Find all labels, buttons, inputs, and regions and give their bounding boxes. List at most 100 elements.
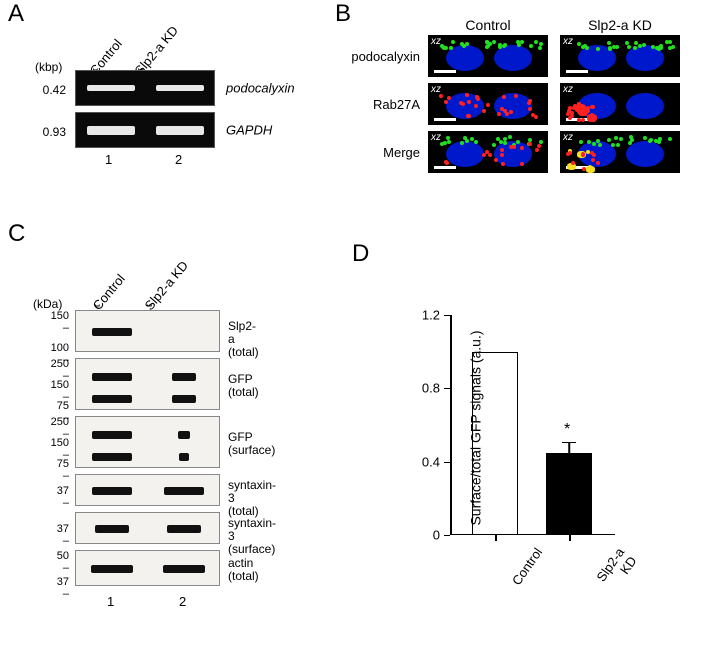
signal-dot <box>439 94 443 98</box>
gel-row-podocalyxin: 0.42 podocalyxin <box>75 70 215 106</box>
signal-dot <box>509 110 513 114</box>
gel-band <box>87 126 135 135</box>
nucleus-icon <box>626 141 664 167</box>
western-row-label: actin(total) <box>228 557 259 583</box>
y-tick-label: 0.4 <box>422 454 450 469</box>
signal-dot <box>643 136 647 140</box>
signal-dot <box>528 107 532 111</box>
western-row-label: GFP(surface) <box>228 431 275 457</box>
signal-dot <box>528 99 532 103</box>
signal-dot <box>535 148 539 152</box>
western-marker: 37 – <box>57 576 69 600</box>
signal-dot <box>538 46 542 50</box>
signal-dot <box>585 46 589 50</box>
fluo-col-control: Control <box>428 17 548 33</box>
western-row: GFP(total)250 –150 –75 – <box>75 358 220 410</box>
signal-dot <box>447 140 451 144</box>
signal-dot <box>492 143 496 147</box>
signal-dot <box>528 138 532 142</box>
signal-dot <box>539 140 543 144</box>
gel-band <box>156 126 204 135</box>
y-tick-label: 1.2 <box>422 308 450 323</box>
wb-area: Slp2-a(total)150 –100 – GFP(total)250 –15… <box>75 310 220 592</box>
fluo-cell: xz <box>428 131 548 173</box>
significance-star: * <box>564 421 570 439</box>
signal-dot <box>444 46 448 50</box>
wb-unit: (kDa) <box>33 297 62 311</box>
signal-dot <box>570 111 574 115</box>
xz-label: xz <box>563 132 573 143</box>
signal-dot <box>607 138 611 142</box>
fluo-row-rab27a: Rab27A <box>340 97 420 112</box>
western-band <box>164 487 204 495</box>
western-marker: 37 – <box>57 523 69 547</box>
panel-b-fluorescence: Control Slp2-a KD podocalyxin Rab27A Mer… <box>340 5 700 205</box>
signal-dot <box>619 137 623 141</box>
signal-dot <box>503 137 507 141</box>
signal-dot <box>590 105 594 109</box>
western-row: syntaxin-3(total)37 – <box>75 474 220 506</box>
fluo-row-podocalyxin: podocalyxin <box>340 49 420 64</box>
xz-label: xz <box>431 132 441 143</box>
signal-dot <box>671 45 675 49</box>
nucleus-icon <box>446 141 484 167</box>
signal-dot <box>482 153 486 157</box>
western-marker: 37 – <box>57 485 69 509</box>
fluo-cell: xz <box>560 131 680 173</box>
signal-dot <box>668 137 672 141</box>
signal-dot <box>500 153 504 157</box>
signal-dot <box>451 40 455 44</box>
western-band <box>178 431 190 439</box>
y-axis <box>450 315 452 535</box>
western-row-label: GFP(total) <box>228 373 259 399</box>
signal-dot <box>460 141 464 145</box>
signal-dot <box>488 153 492 157</box>
xz-label: xz <box>563 36 573 47</box>
signal-dot <box>616 143 620 147</box>
signal-dot <box>590 151 594 155</box>
fluo-col-slp2akd: Slp2-a KD <box>560 17 680 33</box>
scale-bar-icon <box>434 118 456 121</box>
xz-label: xz <box>563 84 573 95</box>
signal-dot <box>486 103 490 107</box>
signal-dot <box>444 160 448 164</box>
signal-dot <box>497 112 501 116</box>
western-marker: 150 – <box>51 310 69 334</box>
signal-dot <box>494 158 498 162</box>
signal-dot <box>580 109 584 113</box>
gel-unit: (kbp) <box>35 60 62 74</box>
error-cap <box>562 442 576 444</box>
signal-dot <box>615 45 619 49</box>
signal-dot <box>607 41 611 45</box>
gel-band <box>156 85 204 91</box>
western-band <box>92 431 132 439</box>
signal-dot <box>567 109 571 113</box>
y-tick-label: 0.8 <box>422 381 450 396</box>
western-band <box>92 328 132 336</box>
western-band <box>167 525 201 533</box>
signal-dot <box>474 140 478 144</box>
signal-dot <box>590 113 594 117</box>
lane-number: 1 <box>105 152 112 167</box>
western-row: Slp2-a(total)150 –100 – <box>75 310 220 352</box>
western-row-label: syntaxin-3(total) <box>228 479 276 519</box>
signal-dot <box>482 109 486 113</box>
western-row: syntaxin-3(surface)37 – <box>75 512 220 544</box>
signal-dot <box>579 140 583 144</box>
x-tick-label: Slp2-a KD <box>586 545 639 603</box>
lane-number: 1 <box>107 594 114 609</box>
western-row: GFP(surface)250 –150 –75 – <box>75 416 220 468</box>
signal-dot <box>447 96 451 100</box>
signal-dot <box>508 135 512 139</box>
signal-dot <box>591 158 595 162</box>
x-tick-label: Control <box>509 545 545 588</box>
signal-dot <box>492 40 496 44</box>
western-band <box>92 373 132 381</box>
y-tick-label: 0 <box>433 528 450 543</box>
signal-dot <box>596 47 600 51</box>
signal-dot <box>501 162 505 166</box>
lane-number: 2 <box>179 594 186 609</box>
western-band <box>92 395 132 403</box>
fluo-cell: xz <box>560 35 680 77</box>
gel-band <box>87 85 135 91</box>
